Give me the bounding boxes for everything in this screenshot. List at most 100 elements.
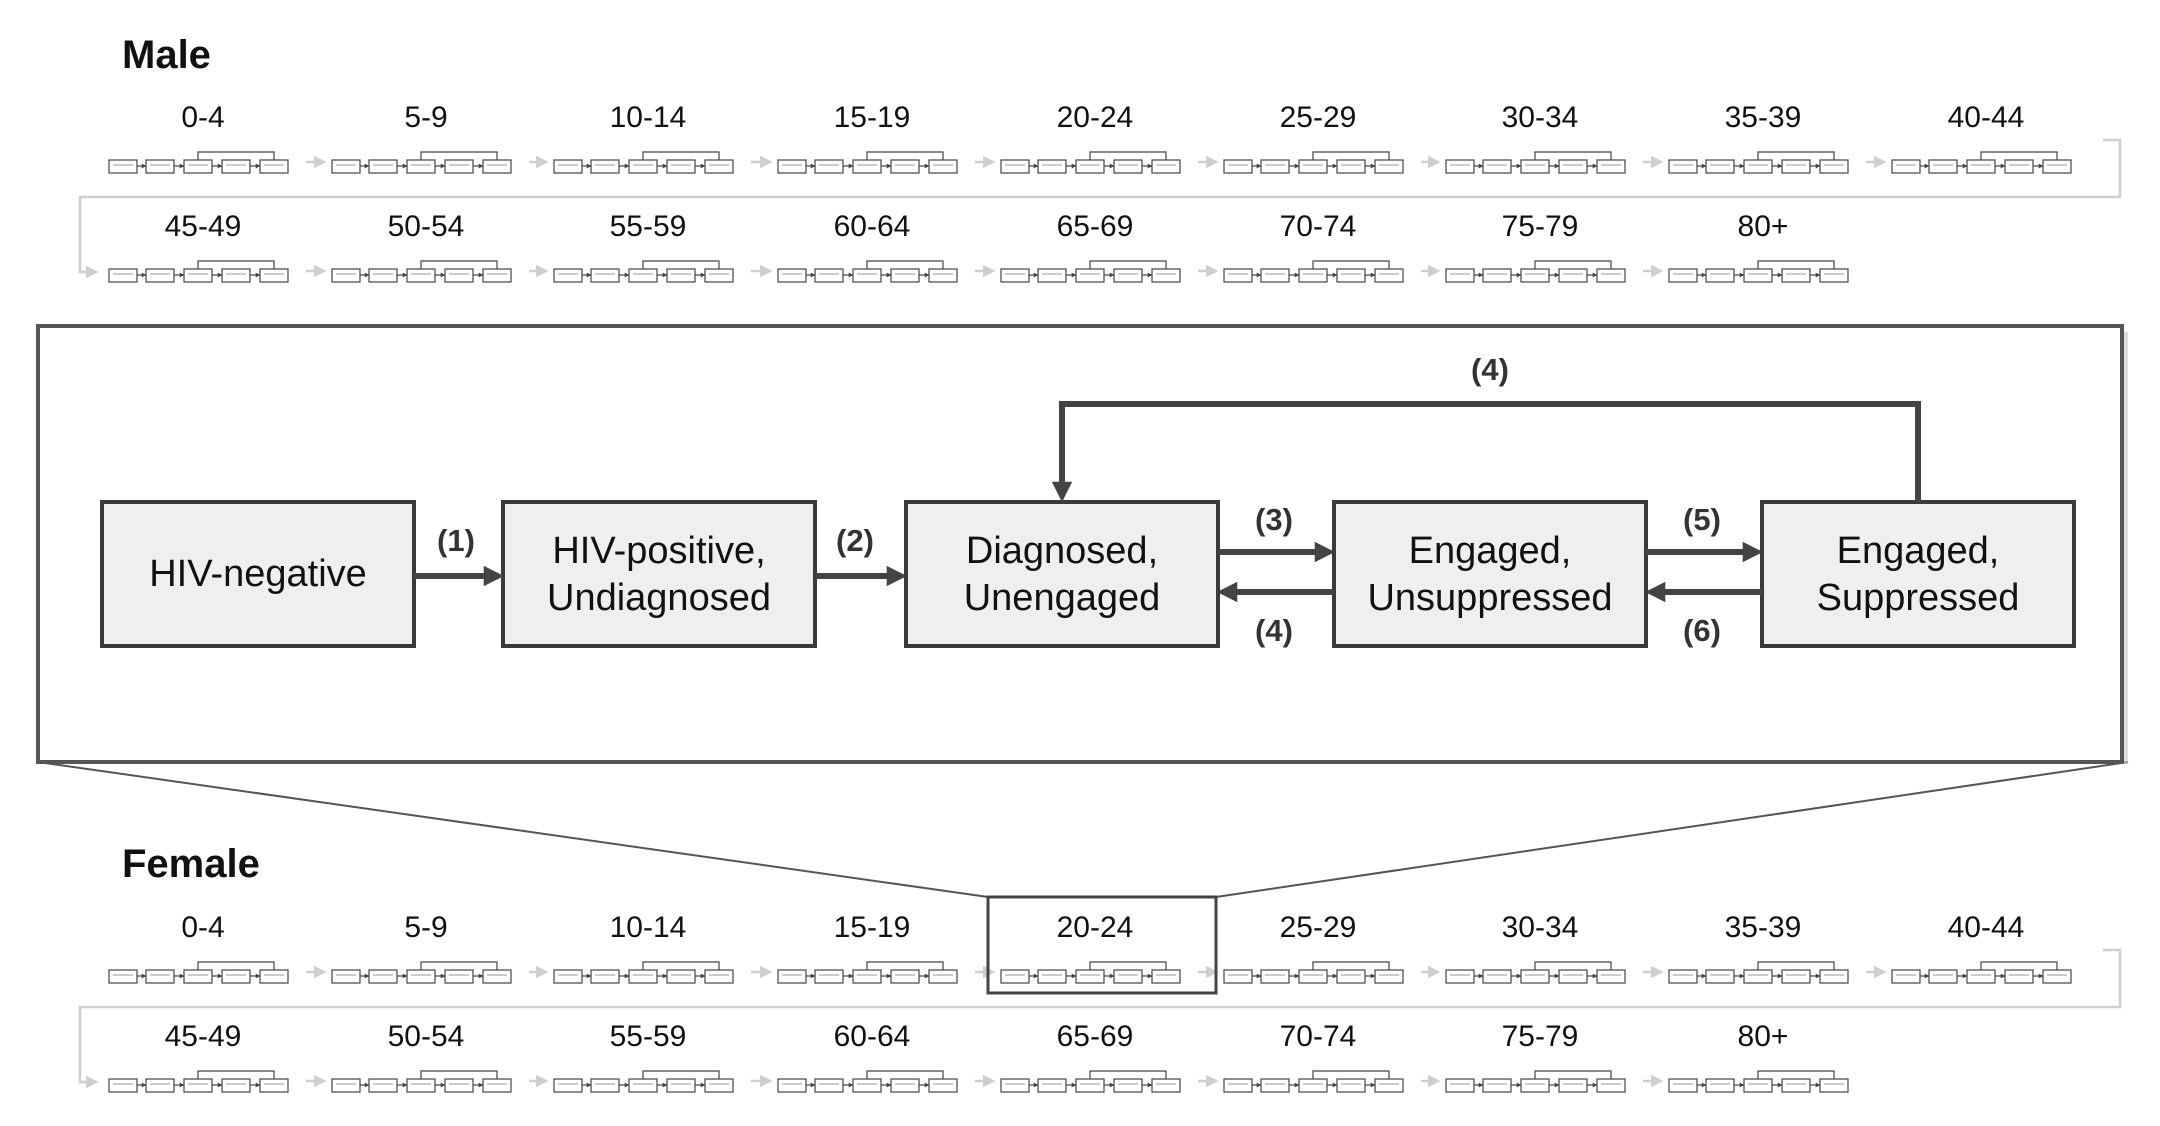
mini-state-box <box>259 268 289 283</box>
age-group-label: 60-64 <box>834 1020 911 1053</box>
mini-state-box <box>704 268 734 283</box>
mini-state-box <box>1966 159 1996 174</box>
age-group-label: 75-79 <box>1502 210 1579 243</box>
transition-label-4: (4) <box>1255 613 1293 648</box>
mini-cascade-model <box>1445 961 1626 984</box>
mini-loop-arrow <box>1089 961 1167 970</box>
mini-state-box <box>1819 1078 1849 1093</box>
mini-state-box <box>1037 268 1067 283</box>
mini-state-box <box>1596 268 1626 283</box>
state-engaged-unsuppressed: Engaged, Unsuppressed <box>1332 500 1648 648</box>
mini-state-box <box>1482 969 1512 984</box>
mini-state-box <box>331 159 361 174</box>
age-group-label: 45-49 <box>165 210 242 243</box>
mini-state-box <box>1075 159 1105 174</box>
age-group-20-24: 20-24 <box>1000 101 1181 174</box>
mini-state-box <box>406 159 436 174</box>
mini-cascade-model <box>553 1070 734 1093</box>
age-group-35-39: 35-39 <box>1668 101 1849 174</box>
mini-state-box <box>704 969 734 984</box>
mini-state-box <box>1151 969 1181 984</box>
zoom-line-left <box>37 761 989 898</box>
mini-loop-arrow <box>1534 260 1612 269</box>
transition-arrow-4-loop <box>1051 401 1921 503</box>
mini-state-box <box>259 159 289 174</box>
age-wrap-arrow <box>78 948 2122 1089</box>
state-diagnosed-unengaged: Diagnosed, Unengaged <box>904 500 1220 648</box>
mini-state-box <box>1482 1078 1512 1093</box>
mini-state-box <box>1151 159 1181 174</box>
mini-loop-arrow <box>1312 1070 1390 1079</box>
mini-loop-arrow <box>1089 260 1167 269</box>
mini-cascade-model <box>777 151 958 174</box>
mini-cascade-model <box>1668 260 1849 283</box>
mini-state-box <box>1374 268 1404 283</box>
age-group-label: 15-19 <box>834 101 911 134</box>
age-group-label: 80+ <box>1738 210 1789 243</box>
mini-loop-arrow <box>1757 1070 1835 1079</box>
mini-cascade-model <box>1668 1070 1849 1093</box>
mini-loop-arrow <box>1757 151 1835 160</box>
age-group-50-54: 50-54 <box>331 1020 512 1093</box>
age-group-label: 80+ <box>1738 1020 1789 1053</box>
mini-state-box <box>628 268 658 283</box>
mini-loop-arrow <box>642 151 720 160</box>
mini-loop-arrow <box>1980 151 2058 160</box>
mini-state-box <box>704 1078 734 1093</box>
mini-state-box <box>553 969 583 984</box>
mini-state-box <box>1113 159 1143 174</box>
mini-loop-arrow <box>197 151 275 160</box>
state-label-line1: HIV-positive, <box>552 530 765 572</box>
age-group-15-19: 15-19 <box>777 911 958 984</box>
mini-state-box <box>1445 1078 1475 1093</box>
mini-state-box <box>1037 159 1067 174</box>
age-group-label: 50-54 <box>388 210 465 243</box>
mini-state-box <box>331 969 361 984</box>
age-group-20-24: 20-24 <box>1000 911 1181 984</box>
age-group-label: 45-49 <box>165 1020 242 1053</box>
male-age-groups: 0-4 5-9 10-14 15-19 20-24 25-29 30-34 35-39 40-4… <box>78 101 2122 283</box>
mini-loop-arrow <box>642 260 720 269</box>
mini-state-box <box>444 969 474 984</box>
mini-state-box <box>1891 969 1921 984</box>
mini-state-box <box>1705 1078 1735 1093</box>
mini-loop-arrow <box>1757 260 1835 269</box>
mini-state-box <box>406 268 436 283</box>
mini-state-box <box>1336 1078 1366 1093</box>
mini-state-box <box>368 268 398 283</box>
mini-loop-arrow <box>1534 1070 1612 1079</box>
age-group-label: 50-54 <box>388 1020 465 1053</box>
age-group-75-79: 75-79 <box>1445 1020 1626 1093</box>
mini-state-box <box>368 969 398 984</box>
mini-state-box <box>1260 969 1290 984</box>
male-title: Male <box>122 33 211 77</box>
age-group-70-74: 70-74 <box>1223 210 1404 283</box>
mini-state-box <box>928 268 958 283</box>
age-group-60-64: 60-64 <box>777 210 958 283</box>
mini-state-box <box>852 969 882 984</box>
mini-state-box <box>1520 268 1550 283</box>
mini-state-box <box>1075 268 1105 283</box>
mini-loop-arrow <box>866 961 944 970</box>
mini-state-box <box>1819 268 1849 283</box>
mini-state-box <box>2004 969 2034 984</box>
mini-cascade-model <box>1445 260 1626 283</box>
mini-cascade-model <box>1223 961 1404 984</box>
mini-state-box <box>628 1078 658 1093</box>
mini-cascade-model <box>1668 151 1849 174</box>
mini-state-box <box>1151 268 1181 283</box>
mini-state-box <box>928 969 958 984</box>
age-group-10-14: 10-14 <box>553 911 734 984</box>
mini-state-box <box>890 268 920 283</box>
state-label-line2: Undiagnosed <box>547 577 771 619</box>
mini-loop-arrow <box>1312 151 1390 160</box>
mini-loop-arrow <box>1980 961 2058 970</box>
mini-state-box <box>1596 969 1626 984</box>
mini-loop-arrow <box>420 1070 498 1079</box>
mini-state-box <box>553 159 583 174</box>
mini-state-box <box>928 1078 958 1093</box>
age-group-80+: 80+ <box>1668 1020 1849 1093</box>
mini-state-box <box>1558 268 1588 283</box>
mini-state-box <box>1336 969 1366 984</box>
mini-state-box <box>852 1078 882 1093</box>
